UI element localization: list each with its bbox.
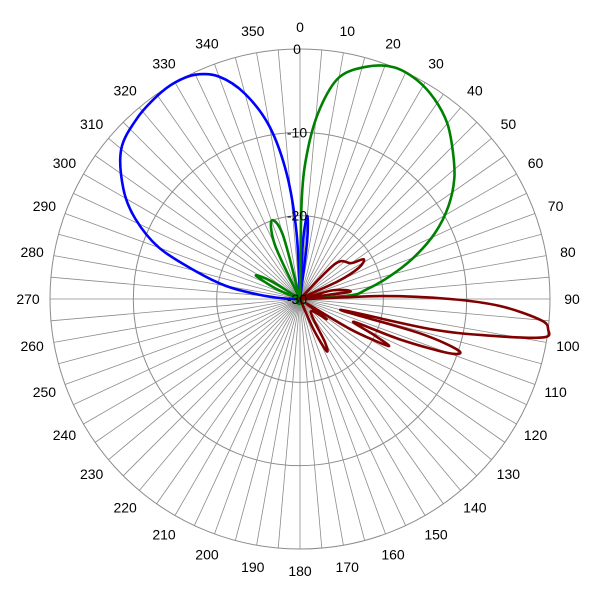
spoke-165: [300, 299, 365, 540]
angle-tick-label: 300: [53, 155, 77, 171]
spoke-255: [59, 299, 300, 364]
angle-tick-label: 290: [33, 198, 57, 214]
spoke-70: [300, 213, 535, 299]
spoke-20: [300, 64, 386, 299]
angle-tick-label: 40: [467, 83, 483, 99]
angle-tick-label: 250: [33, 384, 57, 400]
angle-tick-label: 230: [80, 466, 104, 482]
angle-tick-label: 60: [528, 155, 544, 171]
angle-tick-label: 190: [241, 559, 265, 575]
angle-tick-label: 270: [16, 291, 40, 307]
angle-tick-label: 100: [556, 338, 580, 354]
spoke-110: [300, 299, 535, 385]
series-layer: [120, 65, 549, 354]
spoke-245: [73, 299, 300, 405]
spoke-265: [51, 299, 300, 321]
angle-tick-label: 330: [152, 55, 176, 71]
angle-tick-label: 30: [428, 55, 444, 71]
angle-tick-label: 160: [381, 547, 405, 563]
angle-tick-label: 80: [560, 244, 576, 260]
spoke-185: [278, 299, 300, 548]
radial-tick-label: -20: [287, 208, 307, 224]
angle-tick-label: 70: [548, 198, 564, 214]
angle-tick-label: 150: [424, 527, 448, 543]
angle-tick-label: 110: [544, 384, 567, 400]
angle-tick-label: 130: [497, 466, 521, 482]
series-line-1: [256, 65, 455, 303]
angle-tick-label: 120: [524, 427, 548, 443]
spoke-200: [214, 299, 300, 534]
angle-tick-label: 200: [195, 547, 219, 563]
spoke-285: [59, 234, 300, 299]
angle-tick-label: 260: [20, 338, 44, 354]
spoke-250: [65, 299, 300, 385]
angle-tick-label: 0: [296, 19, 304, 35]
spoke-195: [235, 299, 300, 540]
angle-tick-label: 350: [241, 23, 265, 39]
spoke-290: [65, 213, 300, 299]
angle-tick-label: 20: [385, 35, 401, 51]
angle-tick-label: 140: [463, 499, 487, 515]
spoke-25: [300, 72, 406, 299]
spoke-115: [300, 299, 527, 405]
angle-tick-label: 210: [152, 527, 176, 543]
angle-tick-label: 340: [195, 35, 219, 51]
spoke-205: [194, 299, 300, 526]
angle-tick-label: 180: [288, 563, 312, 579]
radial-tick-label: -30: [287, 291, 307, 307]
angle-tick-label: 320: [113, 83, 137, 99]
angle-tick-label: 220: [113, 499, 137, 515]
angle-tick-label: 50: [501, 116, 517, 132]
angle-tick-label: 310: [80, 116, 104, 132]
series-line-0: [120, 74, 308, 303]
angle-tick-label: 10: [339, 23, 355, 39]
spoke-105: [300, 299, 541, 364]
angle-tick-label: 170: [336, 559, 360, 575]
radial-tick-label: -10: [287, 124, 307, 140]
radial-tick-label: 0: [293, 41, 301, 57]
angle-tick-label: 240: [53, 427, 77, 443]
angle-tick-label: 280: [20, 244, 44, 260]
angle-tick-label: 90: [564, 291, 580, 307]
spoke-340: [214, 64, 300, 299]
